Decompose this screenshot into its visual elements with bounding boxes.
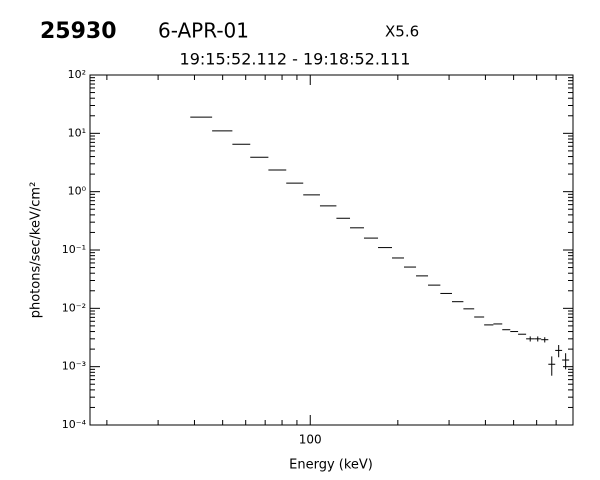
x-axis-label: Energy (keV) [289, 458, 373, 473]
header-class: X5.6 [385, 23, 419, 41]
y-tick-label: 10⁻⁴ [62, 418, 87, 431]
y-tick-label: 10¹ [68, 126, 86, 139]
header-id: 25930 [40, 19, 117, 44]
plot-frame [89, 74, 574, 426]
header-time: 19:15:52.112 - 19:18:52.111 [180, 50, 411, 69]
y-tick-label: 10⁻¹ [62, 243, 86, 256]
header-date: 6-APR-01 [158, 19, 249, 43]
y-axis-label: photons/sec/keV/cm² [29, 182, 44, 319]
y-tick-label: 10⁻² [62, 301, 86, 314]
x-tick-label: 100 [299, 433, 322, 447]
y-tick-label: 10⁻³ [62, 360, 86, 373]
y-tick-label: 10⁰ [68, 185, 87, 198]
y-tick-label: 10² [68, 68, 86, 81]
